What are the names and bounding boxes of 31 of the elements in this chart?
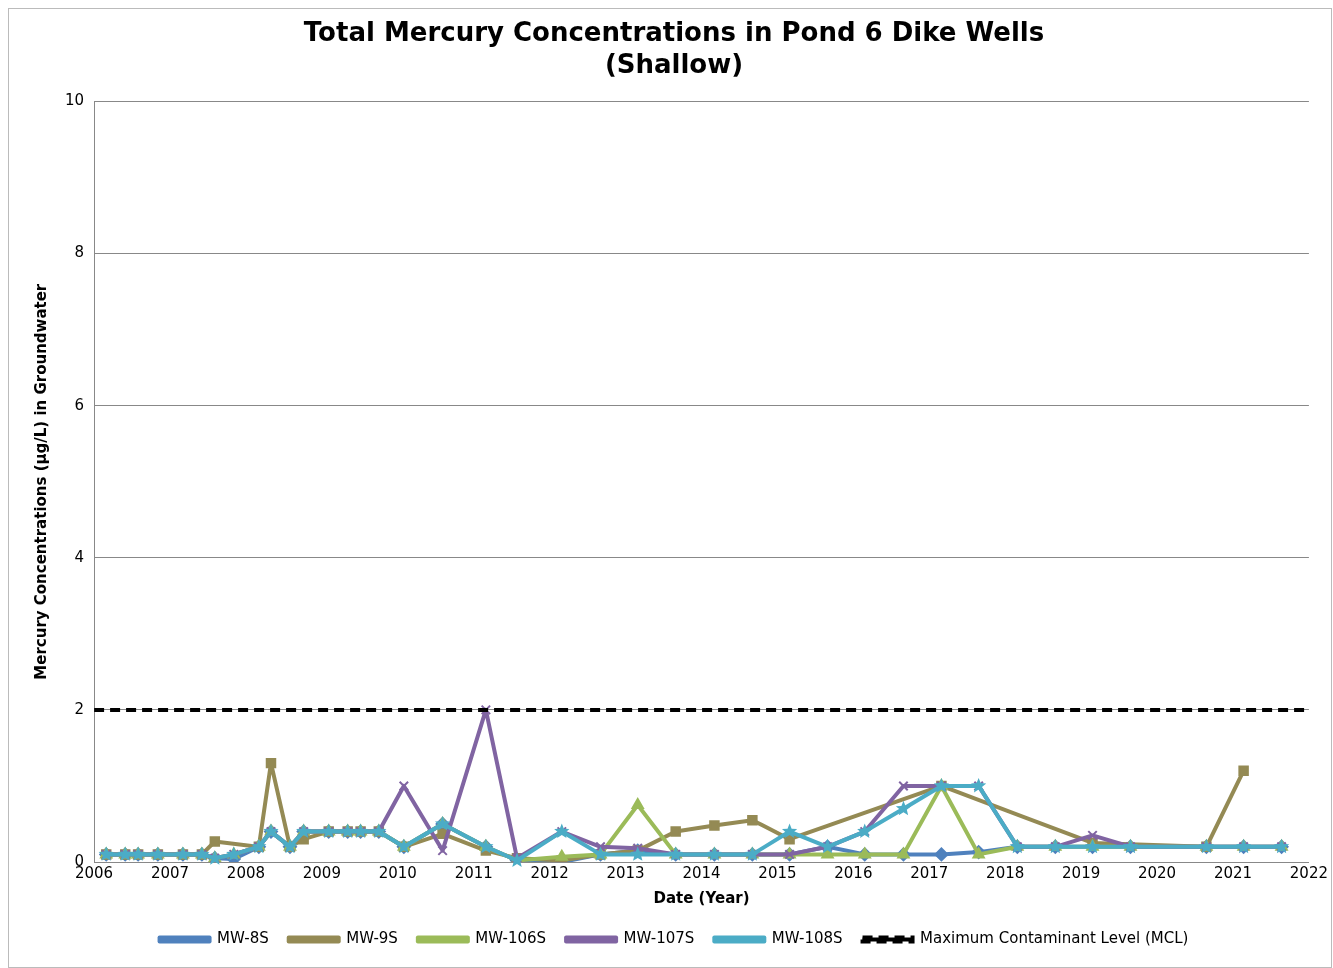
x-tick-label: 2014 [682,863,721,882]
x-tick-label: 2018 [986,863,1025,882]
x-tick-label: 2022 [1289,863,1329,882]
x-tick-label: 2015 [758,863,797,882]
legend-label: MW-8S [217,929,269,948]
x-tick-label: 2019 [1062,863,1101,882]
x-tick-label: 2007 [150,863,190,882]
x-tick-label: 2009 [302,863,341,882]
legend-label: MW-9S [346,929,398,948]
chart-subtitle: (Shallow) [604,48,744,79]
chart-title: Total Mercury Concentrations in Pond 6 Dike Wells [303,17,1045,48]
y-tick-label: 8 [74,243,85,262]
y-tick-label: 4 [74,547,85,566]
x-axis-title: Date (Year) [653,888,750,907]
y-tick-label: 2 [74,699,85,718]
legend-label: Maximum Contaminant Level (MCL) [920,929,1189,948]
x-tick-label: 2008 [226,863,266,882]
y-axis-title: Mercury Concentrations (µg/L) in Groundwater [31,283,50,680]
x-tick-label: 2013 [606,863,645,882]
legend-label: MW-108S [771,929,843,948]
y-tick-label: 10 [64,91,85,110]
x-tick-label: 2012 [530,863,569,882]
x-tick-label: 2017 [910,863,949,882]
y-tick-label: 6 [74,395,85,414]
x-tick-label: 2021 [1213,863,1253,882]
legend-label: MW-106S [475,929,547,948]
x-tick-label: 2011 [454,863,493,882]
x-tick-label: 2016 [834,863,873,882]
legend-label: MW-107S [623,929,695,948]
x-tick-label: 2010 [378,863,417,882]
x-tick-label: 2020 [1137,863,1177,882]
